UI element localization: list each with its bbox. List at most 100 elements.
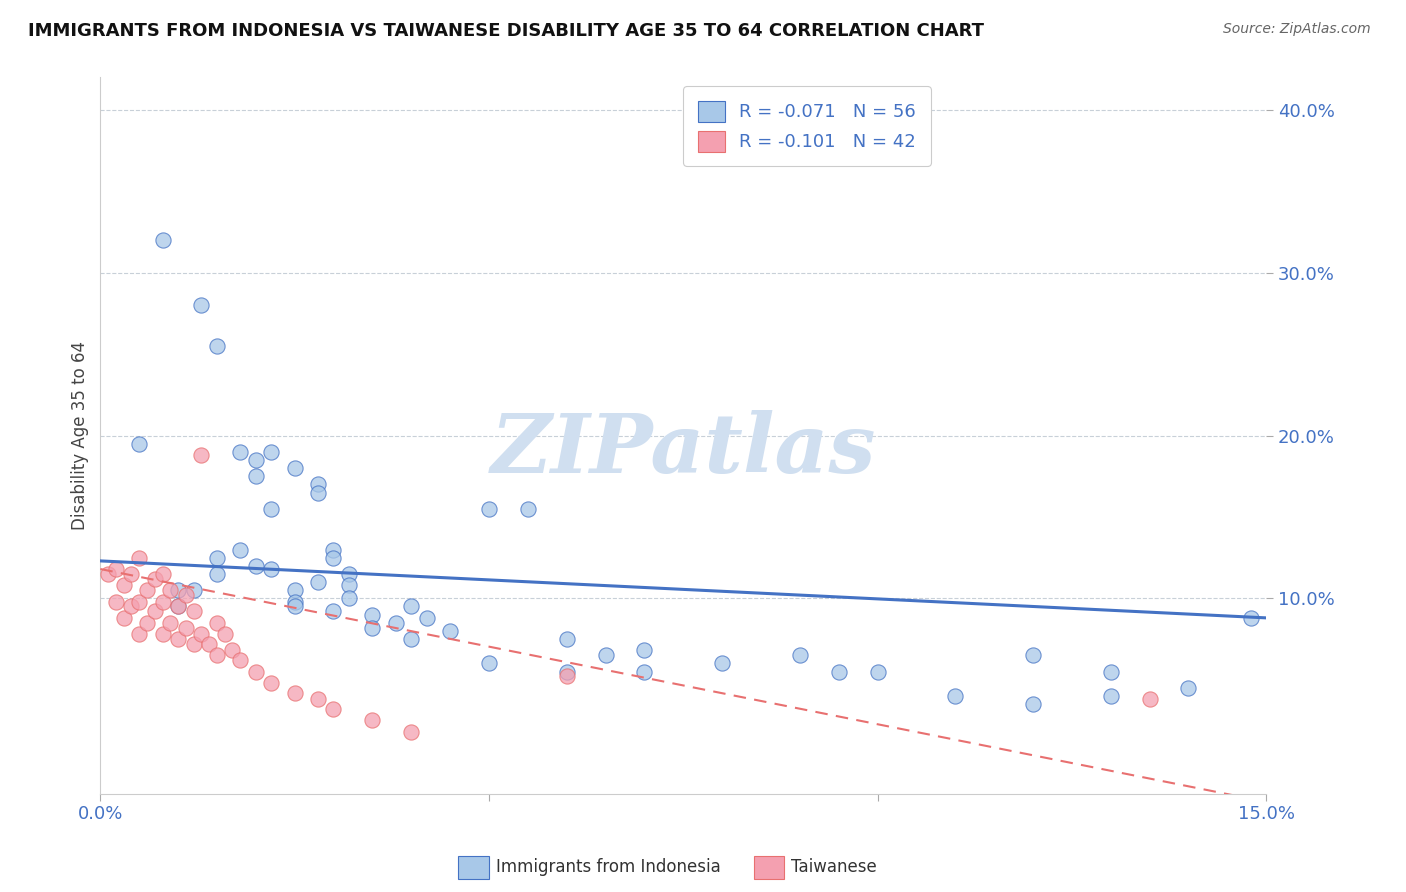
Point xyxy=(221,643,243,657)
Point xyxy=(322,702,344,716)
Point xyxy=(284,583,307,598)
Point xyxy=(174,621,197,635)
Point xyxy=(384,615,406,630)
Point xyxy=(120,599,142,614)
Point xyxy=(416,611,439,625)
Point xyxy=(322,550,344,565)
Point xyxy=(439,624,461,638)
Point xyxy=(167,599,190,614)
Point xyxy=(104,594,127,608)
Point xyxy=(633,665,655,679)
Point xyxy=(205,648,228,663)
Point xyxy=(943,689,966,703)
Text: Source: ZipAtlas.com: Source: ZipAtlas.com xyxy=(1223,22,1371,37)
Point xyxy=(337,578,360,592)
Point xyxy=(190,627,212,641)
Point xyxy=(167,583,190,598)
Point xyxy=(159,583,181,598)
Point xyxy=(1177,681,1199,695)
Point xyxy=(399,632,422,646)
Point xyxy=(260,562,283,576)
Point xyxy=(198,637,221,651)
Point xyxy=(167,599,190,614)
Point xyxy=(284,599,307,614)
Point xyxy=(1139,692,1161,706)
Point xyxy=(183,583,205,598)
Point xyxy=(633,643,655,657)
Point xyxy=(260,445,283,459)
Point xyxy=(478,501,501,516)
Point xyxy=(284,686,307,700)
Point xyxy=(322,542,344,557)
Legend: R = -0.071   N = 56, R = -0.101   N = 42: R = -0.071 N = 56, R = -0.101 N = 42 xyxy=(683,87,931,166)
Point xyxy=(361,607,384,622)
Point xyxy=(307,692,329,706)
Point xyxy=(478,657,501,671)
Point xyxy=(866,665,889,679)
Point xyxy=(307,477,329,491)
Point xyxy=(595,648,617,663)
Text: Immigrants from Indonesia: Immigrants from Indonesia xyxy=(496,858,721,876)
Point xyxy=(128,550,150,565)
Point xyxy=(136,615,159,630)
Point xyxy=(214,627,236,641)
Point xyxy=(555,669,578,683)
Point xyxy=(1022,648,1045,663)
Point xyxy=(128,436,150,450)
Point xyxy=(260,501,283,516)
Point xyxy=(174,588,197,602)
Y-axis label: Disability Age 35 to 64: Disability Age 35 to 64 xyxy=(72,341,89,530)
Point xyxy=(112,578,135,592)
Point xyxy=(120,566,142,581)
Point xyxy=(97,566,120,581)
Point xyxy=(399,724,422,739)
Point xyxy=(112,611,135,625)
Point xyxy=(322,604,344,618)
Point xyxy=(128,627,150,641)
Point xyxy=(711,657,734,671)
Point xyxy=(128,594,150,608)
Point xyxy=(245,453,267,467)
Point xyxy=(827,665,849,679)
Point xyxy=(205,615,228,630)
Point xyxy=(183,604,205,618)
Point xyxy=(190,448,212,462)
Point xyxy=(104,562,127,576)
Point xyxy=(143,572,166,586)
Point xyxy=(555,632,578,646)
Point xyxy=(1239,611,1261,625)
Point xyxy=(152,627,174,641)
Point xyxy=(361,714,384,728)
Point xyxy=(205,550,228,565)
Point xyxy=(399,599,422,614)
Point xyxy=(229,542,252,557)
Point xyxy=(245,558,267,573)
Point xyxy=(152,594,174,608)
Point xyxy=(307,575,329,590)
Point xyxy=(245,665,267,679)
Point xyxy=(337,591,360,606)
Point xyxy=(167,632,190,646)
Point xyxy=(136,583,159,598)
Point xyxy=(337,566,360,581)
Point xyxy=(152,233,174,247)
Point xyxy=(361,621,384,635)
Point xyxy=(307,485,329,500)
Point xyxy=(190,298,212,312)
Point xyxy=(143,604,166,618)
Point xyxy=(789,648,811,663)
Point xyxy=(1022,697,1045,711)
Text: Taiwanese: Taiwanese xyxy=(792,858,877,876)
Point xyxy=(152,566,174,581)
Point xyxy=(516,501,538,516)
Point xyxy=(159,615,181,630)
Point xyxy=(183,637,205,651)
Point xyxy=(555,665,578,679)
Point xyxy=(260,676,283,690)
Point xyxy=(205,566,228,581)
Text: IMMIGRANTS FROM INDONESIA VS TAIWANESE DISABILITY AGE 35 TO 64 CORRELATION CHART: IMMIGRANTS FROM INDONESIA VS TAIWANESE D… xyxy=(28,22,984,40)
Point xyxy=(1099,689,1122,703)
Point xyxy=(229,445,252,459)
Point xyxy=(284,594,307,608)
Point xyxy=(245,469,267,483)
